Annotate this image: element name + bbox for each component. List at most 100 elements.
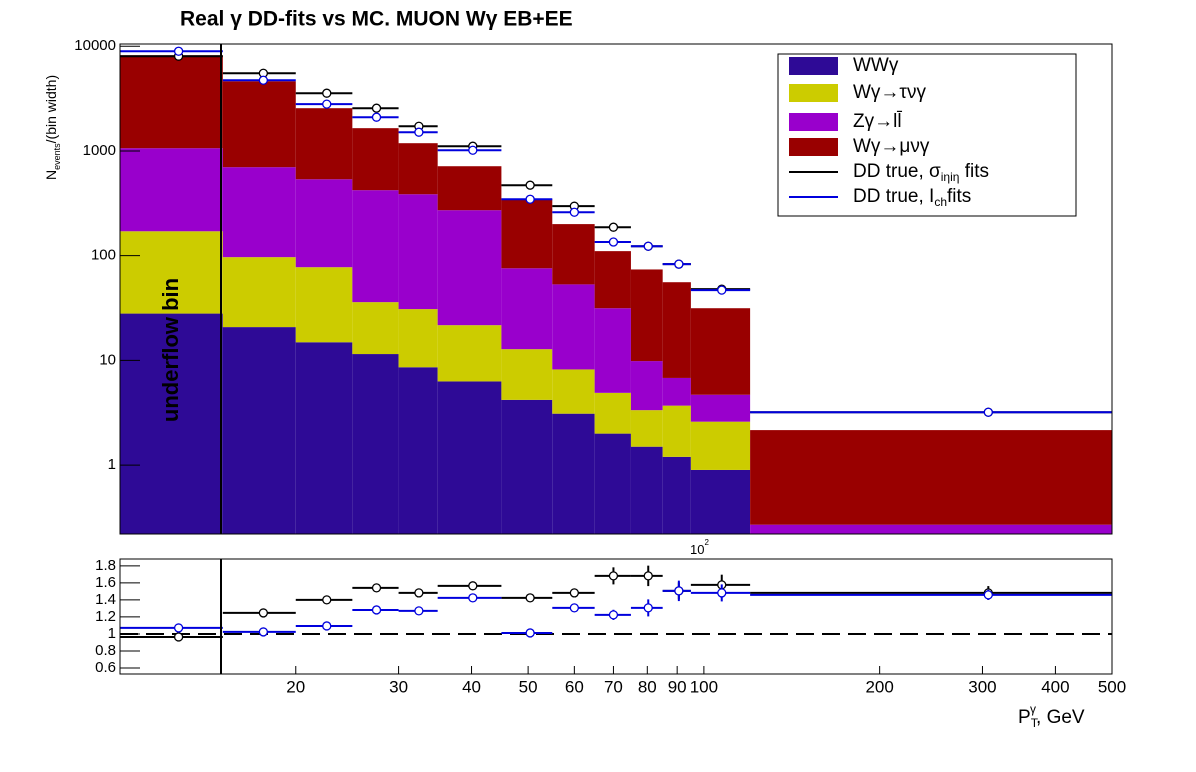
data-point <box>468 145 478 155</box>
stack-bar <box>222 327 296 534</box>
data-point <box>322 88 332 98</box>
stack-bar <box>552 224 595 285</box>
stack-bar <box>690 469 751 534</box>
data-point <box>414 588 424 598</box>
data-point <box>608 222 619 232</box>
stack-bar <box>437 381 502 534</box>
stack-bar <box>120 55 223 149</box>
data-point <box>371 103 382 113</box>
y-tick-label: 10000 <box>74 37 116 54</box>
stack-bar <box>662 456 691 534</box>
data-point <box>643 603 653 613</box>
legend-label: Wγ→τνγ <box>853 82 926 103</box>
stack-bar <box>222 167 296 258</box>
data-point <box>322 621 332 631</box>
label-part: fits <box>959 161 989 182</box>
data-point <box>569 207 579 217</box>
stack-bar <box>630 410 663 447</box>
stack-bar <box>120 148 223 232</box>
stack-bar <box>398 143 438 195</box>
data-point <box>717 285 727 295</box>
stack-bar <box>690 308 751 395</box>
label: Nevents/(bin width) <box>43 75 63 180</box>
stack-bar <box>501 349 553 400</box>
data-point <box>983 407 993 417</box>
data-point <box>322 595 332 605</box>
stack-bar <box>662 282 691 378</box>
label-part: N <box>43 170 59 180</box>
data-point <box>258 627 269 637</box>
label: 102 <box>690 538 709 557</box>
annotation: underflow bin <box>158 278 183 422</box>
stack-bar <box>120 313 223 534</box>
data-point <box>643 241 653 251</box>
stack-bar <box>552 284 595 370</box>
legend-label: Wγ→μνγ <box>853 136 930 157</box>
stack-bar <box>120 231 223 314</box>
data-point <box>525 628 535 638</box>
data-point <box>414 127 424 137</box>
label-part: P <box>1018 707 1031 728</box>
label-part: T <box>1031 716 1039 730</box>
stack-bar <box>501 199 553 269</box>
legend-label: Zγ→ll̄ <box>853 111 903 132</box>
x-tick-label: 80 <box>638 677 657 696</box>
stack-bar <box>690 394 751 422</box>
x-tick-label: 70 <box>604 677 623 696</box>
plot-area <box>120 46 1112 570</box>
stack-bar <box>352 128 399 191</box>
data-point <box>983 590 993 600</box>
data-point <box>525 180 535 190</box>
x-tick-label: 90 <box>668 677 687 696</box>
y-tick-label: 0.8 <box>95 642 116 659</box>
stack-bar <box>750 524 1112 534</box>
data-point <box>717 588 727 598</box>
stack-bar <box>295 108 353 180</box>
stack-bar <box>398 367 438 534</box>
legend-swatch <box>789 113 838 131</box>
stack-bar <box>594 392 631 434</box>
data-point <box>525 194 535 204</box>
x-tick-label: 50 <box>519 677 538 696</box>
y-tick-label: 100 <box>91 247 116 264</box>
x-tick-label: 200 <box>865 677 893 696</box>
stack-bar <box>594 433 631 534</box>
data-point <box>525 593 535 603</box>
data-point <box>608 571 619 581</box>
legend-swatch <box>789 138 838 156</box>
stack-bar <box>222 257 296 328</box>
data-point <box>674 259 684 269</box>
data-point <box>258 608 269 618</box>
data-point <box>643 571 653 581</box>
data-point <box>468 593 478 603</box>
stack-bar <box>295 342 353 534</box>
x-tick-label: 400 <box>1041 677 1069 696</box>
label-part: γ <box>1030 702 1036 716</box>
x-tick-label: 40 <box>462 677 481 696</box>
y-tick-label: 1000 <box>83 142 116 159</box>
data-point <box>173 46 184 56</box>
stack-bar <box>750 558 1112 570</box>
stack-bar <box>398 194 438 310</box>
label: DD true, σiηiη fits <box>853 161 989 184</box>
stack-bar <box>690 421 751 470</box>
stack-bar <box>594 251 631 309</box>
data-point <box>608 610 619 620</box>
data-point <box>173 632 184 642</box>
x-tick-label: 30 <box>389 677 408 696</box>
y-tick-label: 1.4 <box>95 591 116 608</box>
y-tick-label: 1 <box>108 456 116 473</box>
y-tick-label: 1.2 <box>95 608 116 625</box>
stack-bar <box>398 309 438 368</box>
data-point <box>569 603 579 613</box>
legend <box>777 53 1077 217</box>
y-tick-label: 1.6 <box>95 574 116 591</box>
stack-bar <box>437 210 502 326</box>
data-point <box>371 112 382 122</box>
stack-bar <box>501 268 553 350</box>
y-tick-label: 10 <box>99 351 116 368</box>
stack-bar <box>662 377 691 406</box>
stack-bar <box>630 361 663 411</box>
